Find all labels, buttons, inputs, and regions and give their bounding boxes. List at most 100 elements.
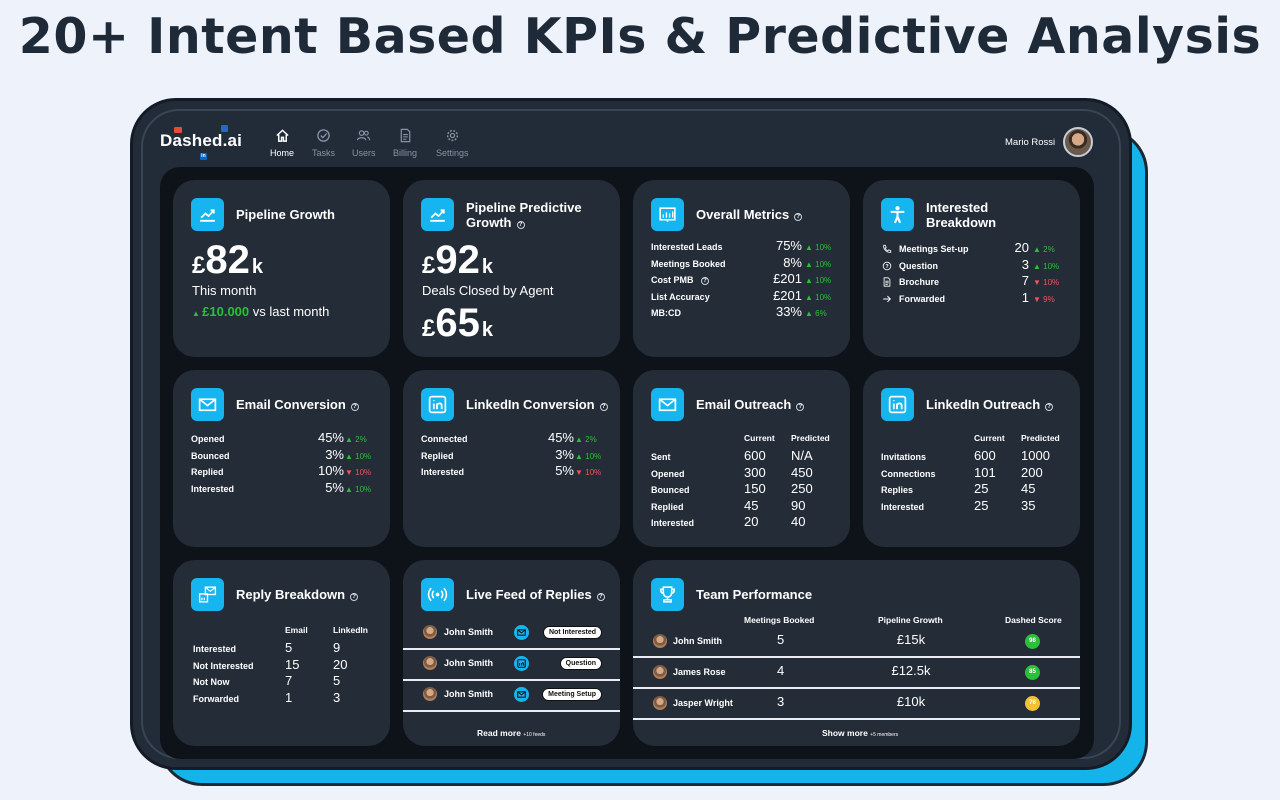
card-pipeline-growth[interactable]: Pipeline Growth £82 k This month ▲ £10.00…	[173, 180, 390, 357]
nav-settings[interactable]: Settings	[436, 128, 469, 158]
change-indicator: ▲ 2%	[575, 435, 597, 444]
help-icon[interactable]: ?	[701, 277, 709, 285]
dashed-score-badge: 85	[1025, 665, 1040, 680]
user-avatar[interactable]	[1063, 127, 1093, 157]
meetings-booked: 3	[777, 694, 785, 709]
email-icon	[651, 388, 684, 421]
phone-icon	[883, 244, 892, 253]
nav-tasks[interactable]: Tasks	[312, 128, 335, 158]
metric-label: Interested	[421, 467, 465, 477]
member-avatar	[653, 665, 667, 679]
change-indicator: ▲ 10%	[345, 452, 371, 461]
help-icon[interactable]: ?	[796, 403, 805, 411]
row-label: Interested	[651, 518, 695, 528]
card-pipeline-predictive[interactable]: Pipeline Predictive Growth? £92 k Deals Cl…	[403, 180, 620, 357]
email-icon	[514, 625, 529, 640]
help-icon[interactable]: ?	[596, 593, 605, 601]
linkedin-count: 9	[333, 640, 341, 655]
change-value: 10%	[815, 276, 832, 285]
card-linkedin-outreach[interactable]: LinkedIn Outreach? Current Predicted Inv…	[863, 370, 1080, 547]
help-icon[interactable]: ?	[1045, 403, 1054, 411]
metric-label: Meetings Booked	[651, 258, 726, 269]
read-more-link[interactable]: Read more +10 feeds	[477, 728, 546, 738]
chart-board-icon	[651, 198, 684, 231]
nav-users[interactable]: Users	[352, 128, 376, 158]
change-value: 9%	[1043, 294, 1055, 304]
col-email: Email	[285, 625, 308, 635]
document-icon	[883, 277, 891, 287]
breakdown-label: Forwarded	[899, 293, 946, 304]
change-value: 2%	[355, 435, 367, 444]
metric-value: 3%	[555, 446, 574, 462]
reply-avatar	[423, 625, 437, 639]
page-headline: 20+ Intent Based KPIs & Predictive Analy…	[18, 8, 1262, 65]
member-name: John Smith	[673, 636, 722, 646]
metric-value: 3%	[325, 446, 344, 462]
card-title: LinkedIn Conversion?	[466, 397, 608, 412]
period-label: This month	[192, 283, 257, 298]
card-live-feed[interactable]: Live Feed of Replies? Read more +10 feed…	[403, 560, 620, 746]
help-icon[interactable]: ?	[350, 593, 359, 601]
predicted-value: 40	[791, 514, 806, 529]
help-icon[interactable]: ?	[794, 213, 803, 221]
email-linkedin-icon	[191, 578, 224, 611]
row-label: Opened	[651, 468, 685, 479]
metric-label: Cost PMB	[651, 275, 694, 285]
user-name: Mario Rossi	[1005, 137, 1056, 148]
dashed-score-badge: 76	[1025, 696, 1040, 711]
col-pipeline-growth: Pipeline Growth	[878, 615, 943, 625]
show-more-link[interactable]: Show more +5 members	[822, 728, 899, 738]
arrow-up-icon: ▲	[805, 259, 816, 269]
breakdown-value: 7	[1021, 273, 1029, 288]
card-email-outreach[interactable]: Email Outreach? Current Predicted Sent 60…	[633, 370, 850, 547]
status-pill[interactable]: Not Interested	[542, 626, 602, 639]
linkedin-icon	[881, 388, 914, 421]
metric-label: Opened	[191, 434, 225, 444]
help-icon[interactable]: ?	[516, 221, 525, 229]
change-indicator: ▲ 10%	[1033, 262, 1059, 271]
card-title: Reply Breakdown?	[236, 587, 359, 602]
predicted-value: 35	[1021, 497, 1036, 513]
change-indicator: ▲ 2%	[345, 435, 367, 444]
current-value: 300	[744, 464, 766, 480]
breakdown-label: Meetings Set-up	[899, 244, 969, 254]
row-label: Replies	[881, 485, 914, 495]
arrow-up-icon: ▲	[805, 276, 816, 285]
arrow-up-icon: ▲	[1033, 245, 1044, 254]
linkedin-count: 3	[333, 689, 341, 705]
linkedin-icon	[514, 656, 529, 671]
question-icon: ?	[882, 261, 892, 270]
row-label: Interested	[881, 501, 925, 512]
breakdown-value: 20	[1014, 240, 1029, 255]
reply-name: John Smith	[444, 689, 493, 699]
card-team-performance[interactable]: Team Performance Meetings Booked Pipelin…	[633, 560, 1080, 746]
row-label: Not Now	[193, 677, 230, 687]
change-indicator: ▲ 10%	[805, 276, 831, 285]
app-logo[interactable]: Dashed.ai in	[160, 125, 242, 160]
help-icon[interactable]: ?	[350, 403, 359, 411]
card-overall-metrics[interactable]: Overall Metrics? Interested Leads 75% ▲ 10…	[633, 180, 850, 357]
row-divider	[633, 718, 1080, 720]
card-reply-breakdown[interactable]: Reply Breakdown? Email LinkedIn Interest…	[173, 560, 390, 746]
card-interested-breakdown[interactable]: Interested Breakdown Meetings Set-up 20 ▲ 2…	[863, 180, 1080, 357]
meetings-booked: 4	[777, 663, 785, 678]
change-indicator: ▼ 10%	[345, 468, 371, 477]
row-label: Interested	[193, 644, 237, 654]
nav-home[interactable]: Home	[270, 128, 294, 158]
breakdown-value: 1	[1021, 289, 1029, 305]
metric-label: Bounced	[191, 450, 230, 461]
card-email-conversion[interactable]: Email Conversion? Opened 45% ▲ 2% Bounced 3%…	[173, 370, 390, 547]
check-circle-icon	[317, 129, 330, 142]
col-meetings-booked: Meetings Booked	[744, 615, 815, 625]
breakdown-label: Brochure	[899, 277, 940, 287]
metric-label: Replied	[191, 467, 224, 477]
change-value: 10%	[815, 259, 832, 269]
nav-billing[interactable]: Billing	[393, 128, 417, 158]
card-linkedin-conversion[interactable]: LinkedIn Conversion? Connected 45% ▲ 2% Rep…	[403, 370, 620, 547]
help-icon[interactable]: ?	[599, 403, 608, 411]
status-pill[interactable]: Meeting Setup	[542, 688, 602, 701]
status-pill[interactable]: Question	[559, 657, 602, 670]
trend-up-icon	[421, 198, 454, 231]
gear-icon	[446, 129, 458, 142]
users-icon	[357, 130, 371, 141]
